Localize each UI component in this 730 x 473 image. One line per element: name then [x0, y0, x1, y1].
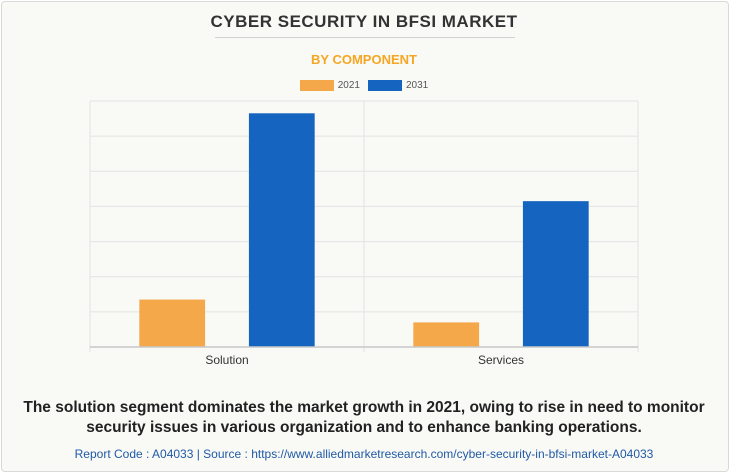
category-label-services: Services [478, 353, 524, 367]
bar-2021-services [413, 322, 480, 347]
legend-item-2021[interactable]: 2021 [299, 80, 360, 91]
chart-title: CYBER SECURITY IN BFSI MARKET [210, 12, 518, 31]
legend-label-2031: 2031 [406, 80, 429, 91]
bars [139, 113, 589, 347]
category-label-solution: Solution [205, 353, 248, 367]
title-divider [215, 37, 515, 38]
chart-subtitle: BY COMPONENT [311, 52, 417, 67]
legend-label-2021: 2021 [337, 80, 360, 91]
source-footer[interactable]: Report Code : A04033 | Source : https://… [74, 447, 654, 461]
bar-chart: Solution Services [89, 100, 639, 367]
caption-line-2: security issues in various organization … [86, 419, 642, 436]
chart-caption: The solution segment dominates the marke… [0, 398, 728, 438]
chart-legend: 2021 2031 [0, 80, 728, 91]
bar-2031-services [522, 201, 589, 347]
category-labels: Solution Services [205, 353, 524, 367]
legend-swatch-2021 [299, 80, 334, 91]
legend-swatch-2031 [368, 80, 402, 91]
caption-line-1: The solution segment dominates the marke… [23, 399, 705, 416]
bar-2031-solution [248, 113, 315, 347]
bar-2021-solution [139, 299, 206, 347]
legend-item-2031[interactable]: 2031 [368, 80, 428, 91]
